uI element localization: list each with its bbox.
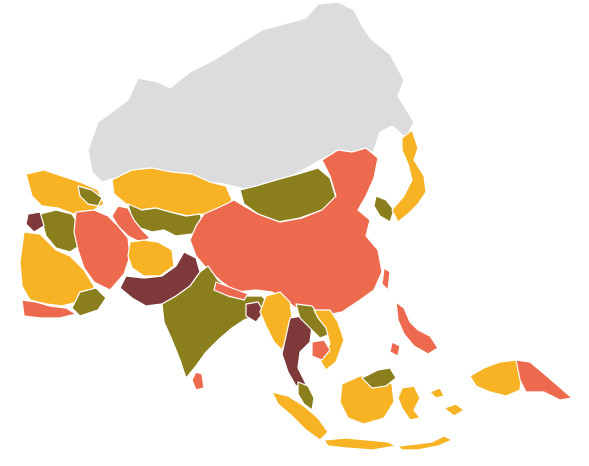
region-bangladesh xyxy=(245,301,265,323)
region-turkey xyxy=(25,169,105,215)
region-taiwan xyxy=(381,267,391,291)
region-levant xyxy=(25,211,45,233)
region-korea xyxy=(373,195,395,223)
region-japan xyxy=(391,129,427,223)
region-vietnam xyxy=(313,309,345,371)
region-caucasus xyxy=(77,185,103,207)
region-cambodia xyxy=(311,339,331,361)
region-papua xyxy=(469,359,523,397)
region-malay-peninsula xyxy=(297,381,315,411)
region-sumatra xyxy=(271,391,329,441)
region-afghanistan xyxy=(127,239,175,277)
region-sabah xyxy=(361,367,397,389)
region-sri-lanka xyxy=(191,371,205,391)
region-papua-new-guinea xyxy=(515,359,573,401)
region-yemen-oman xyxy=(21,299,77,319)
region-sulawesi xyxy=(397,385,421,421)
region-nepal xyxy=(213,281,249,301)
region-oman xyxy=(71,287,107,317)
region-java xyxy=(323,437,397,451)
region-laos xyxy=(295,303,331,339)
region-lesser-sunda xyxy=(397,387,465,451)
region-iran xyxy=(73,209,131,291)
region-philippines xyxy=(389,301,439,357)
